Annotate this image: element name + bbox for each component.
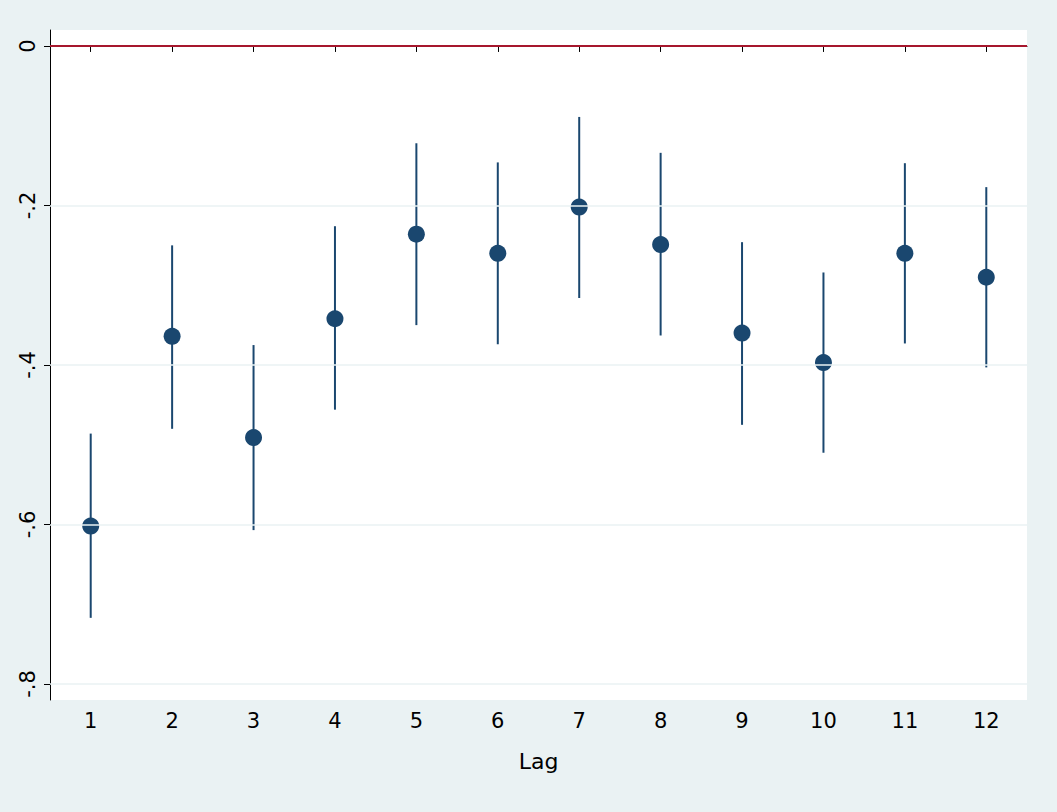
svg-text:1: 1 xyxy=(84,709,97,733)
svg-text:0: 0 xyxy=(16,39,40,52)
svg-text:12: 12 xyxy=(973,709,1000,733)
svg-text:-.6: -.6 xyxy=(16,511,40,539)
svg-text:2: 2 xyxy=(165,709,178,733)
svg-text:-.2: -.2 xyxy=(16,192,40,220)
svg-text:-.8: -.8 xyxy=(16,670,40,698)
svg-text:3: 3 xyxy=(247,709,260,733)
svg-text:10: 10 xyxy=(810,709,837,733)
svg-text:5: 5 xyxy=(410,709,423,733)
svg-text:6: 6 xyxy=(491,709,504,733)
svg-text:4: 4 xyxy=(328,709,341,733)
svg-text:9: 9 xyxy=(735,709,748,733)
svg-text:-.4: -.4 xyxy=(16,351,40,379)
svg-text:Lag: Lag xyxy=(519,749,559,774)
svg-text:11: 11 xyxy=(892,709,919,733)
svg-text:7: 7 xyxy=(573,709,586,733)
svg-text:8: 8 xyxy=(654,709,667,733)
